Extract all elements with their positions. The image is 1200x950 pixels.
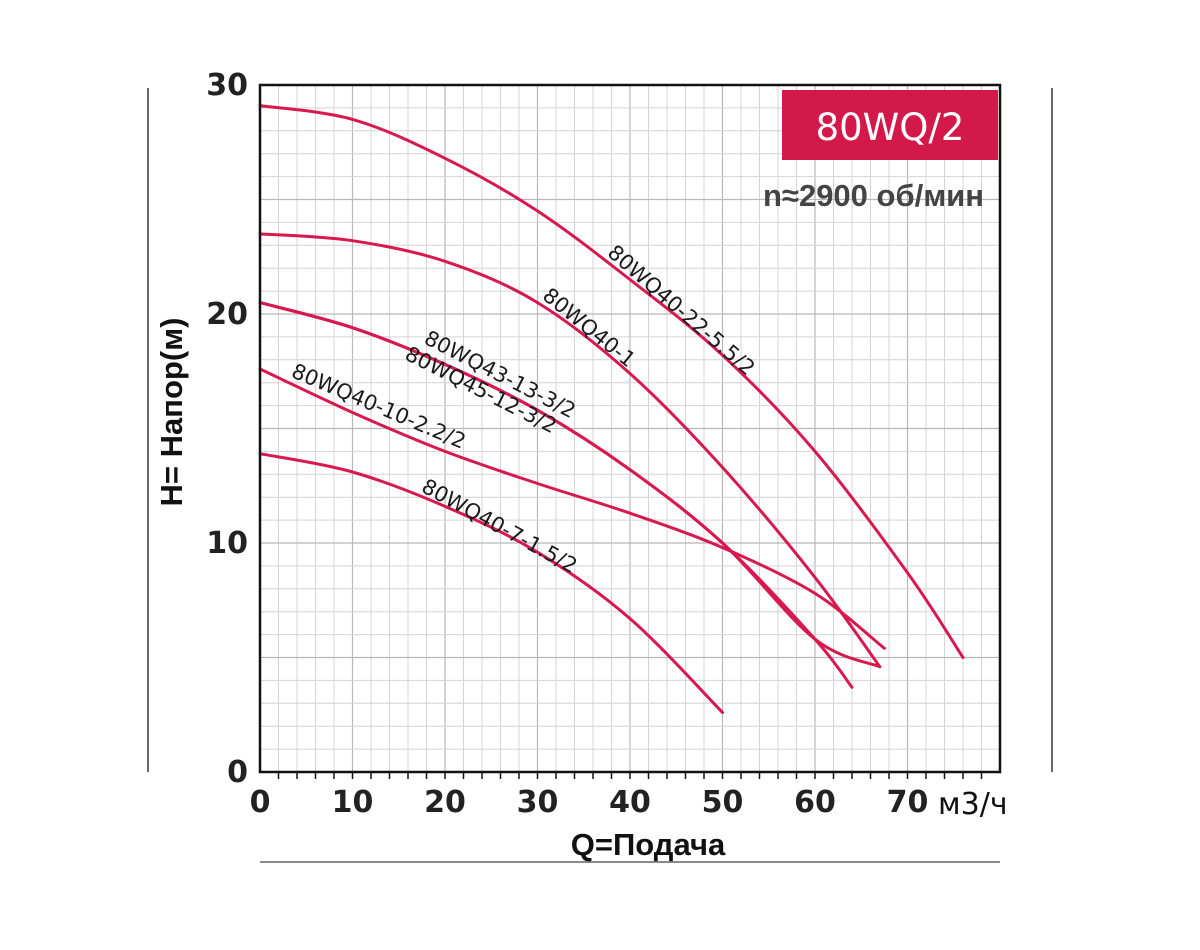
x-tick-label: 0 xyxy=(250,785,271,820)
chart-title: 80WQ/2 xyxy=(816,106,965,149)
y-tick-label: 30 xyxy=(206,68,248,103)
curve-label: 80WQ40-1 xyxy=(538,283,640,372)
title-badge-background xyxy=(782,90,998,160)
y-axis-title: H= Напор(м) xyxy=(154,318,189,507)
title-badge: 80WQ/2 xyxy=(782,90,998,160)
x-tick-label: 60 xyxy=(794,785,836,820)
x-tick-label: 50 xyxy=(702,785,744,820)
curve-80WQ40-7-1.5/2 xyxy=(258,452,724,714)
y-tick-label: 10 xyxy=(206,526,248,561)
y-tick-label: 20 xyxy=(206,297,248,332)
x-axis-unit: м3/ч xyxy=(938,787,1008,822)
x-tick-label: 70 xyxy=(887,785,929,820)
y-tick-label: 0 xyxy=(227,755,248,790)
x-tick-label: 40 xyxy=(609,785,651,820)
curve-80WQ40-22-5.5/2 xyxy=(258,104,965,659)
curve-80WQ40-1 xyxy=(258,232,882,669)
curves xyxy=(258,104,965,714)
x-axis-title: Q=Подача xyxy=(571,827,726,862)
x-tick-label: 10 xyxy=(332,785,374,820)
plot-frame xyxy=(258,83,1002,774)
curve-80WQ40-10-2.2/2 xyxy=(258,367,886,650)
speed-subtitle: n≈2900 об/мин xyxy=(763,178,984,213)
curve-80WQ45-12-3/2 xyxy=(258,301,882,669)
x-tick-label: 20 xyxy=(424,785,466,820)
x-tick-label: 30 xyxy=(517,785,559,820)
tick-labels: 0 10 20 30 40 50 60 70 0 10 20 30 xyxy=(206,68,928,820)
